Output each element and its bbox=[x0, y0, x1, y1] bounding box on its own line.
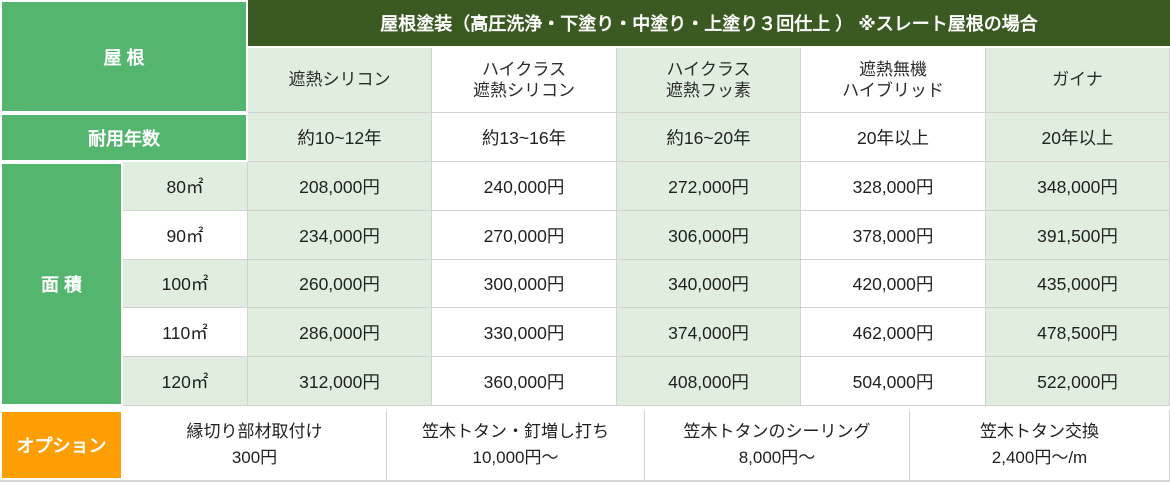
price-cell: 478,500円 bbox=[986, 308, 1170, 357]
price-cell: 260,000円 bbox=[248, 260, 432, 308]
price-cell: 408,000円 bbox=[617, 357, 801, 406]
price-cell: 435,000円 bbox=[986, 260, 1170, 308]
price-cell: 328,000円 bbox=[801, 162, 986, 211]
size-cell: 100㎡ bbox=[123, 260, 248, 308]
size-cell: 80㎡ bbox=[123, 162, 248, 211]
price-cell: 522,000円 bbox=[986, 357, 1170, 406]
options-row-label: オプション bbox=[0, 410, 123, 480]
option-price: 300円 bbox=[231, 448, 278, 467]
price-cell: 312,000円 bbox=[248, 357, 432, 406]
area-row-group-label: 面 積 bbox=[0, 162, 123, 406]
size-cell: 90㎡ bbox=[123, 211, 248, 260]
price-cell: 348,000円 bbox=[986, 162, 1170, 211]
price-cell: 270,000円 bbox=[432, 211, 617, 260]
durability-value: 約16~20年 bbox=[617, 113, 801, 162]
price-cell: 420,000円 bbox=[801, 260, 986, 308]
price-cell: 234,000円 bbox=[248, 211, 432, 260]
column-header-high-class-heat-shield-fluorine: ハイクラス 遮熱フッ素 bbox=[617, 48, 801, 113]
option-name: 縁切り部材取付け bbox=[186, 421, 323, 441]
column-header-high-class-heat-shield-silicon: ハイクラス 遮熱シリコン bbox=[432, 48, 617, 113]
price-cell: 360,000円 bbox=[432, 357, 617, 406]
column-header-heat-shield-silicon: 遮熱シリコン bbox=[248, 48, 432, 113]
durability-value: 20年以上 bbox=[801, 113, 986, 162]
column-header-gaina: ガイナ bbox=[986, 48, 1170, 113]
durability-value: 約10~12年 bbox=[248, 113, 432, 162]
price-cell: 306,000円 bbox=[617, 211, 801, 260]
price-cell: 272,000円 bbox=[617, 162, 801, 211]
option-price: 10,000円～ bbox=[472, 448, 559, 467]
option-name: 笠木トタンのシーリング bbox=[683, 421, 871, 441]
option-price: 2,400円～/m bbox=[991, 448, 1088, 467]
option-name: 笠木トタン交換 bbox=[980, 421, 1099, 441]
column-header-heat-shield-inorganic-hybrid: 遮熱無機 ハイブリッド bbox=[801, 48, 986, 113]
options-row: オプション 縁切り部材取付け 300円 笠木トタン・釘増し打ち 10,000円～… bbox=[0, 406, 1170, 482]
option-item: 笠木トタン・釘増し打ち 10,000円～ bbox=[387, 410, 645, 480]
price-cell: 300,000円 bbox=[432, 260, 617, 308]
size-cell: 110㎡ bbox=[123, 308, 248, 357]
price-cell: 378,000円 bbox=[801, 211, 986, 260]
price-cell: 330,000円 bbox=[432, 308, 617, 357]
price-cell: 240,000円 bbox=[432, 162, 617, 211]
option-item: 縁切り部材取付け 300円 bbox=[123, 410, 387, 480]
corner-cell-roof: 屋 根 bbox=[0, 0, 248, 113]
price-cell: 286,000円 bbox=[248, 308, 432, 357]
price-cell: 462,000円 bbox=[801, 308, 986, 357]
durability-row-label: 耐用年数 bbox=[0, 113, 248, 162]
durability-value: 約13~16年 bbox=[432, 113, 617, 162]
price-cell: 374,000円 bbox=[617, 308, 801, 357]
price-cell: 504,000円 bbox=[801, 357, 986, 406]
price-cell: 208,000円 bbox=[248, 162, 432, 211]
option-item: 笠木トタン交換 2,400円～/m bbox=[910, 410, 1170, 480]
option-item: 笠木トタンのシーリング 8,000円～ bbox=[645, 410, 910, 480]
option-price: 8,000円～ bbox=[738, 448, 816, 467]
size-cell: 120㎡ bbox=[123, 357, 248, 406]
durability-value: 20年以上 bbox=[986, 113, 1170, 162]
option-name: 笠木トタン・釘増し打ち bbox=[422, 421, 609, 441]
main-price-grid: 屋 根 屋根塗装（高圧洗浄・下塗り・中塗り・上塗り３回仕上 ） ※スレート屋根の… bbox=[0, 0, 1170, 406]
price-cell: 340,000円 bbox=[617, 260, 801, 308]
price-cell: 391,500円 bbox=[986, 211, 1170, 260]
table-title: 屋根塗装（高圧洗浄・下塗り・中塗り・上塗り３回仕上 ） ※スレート屋根の場合 bbox=[248, 0, 1170, 48]
